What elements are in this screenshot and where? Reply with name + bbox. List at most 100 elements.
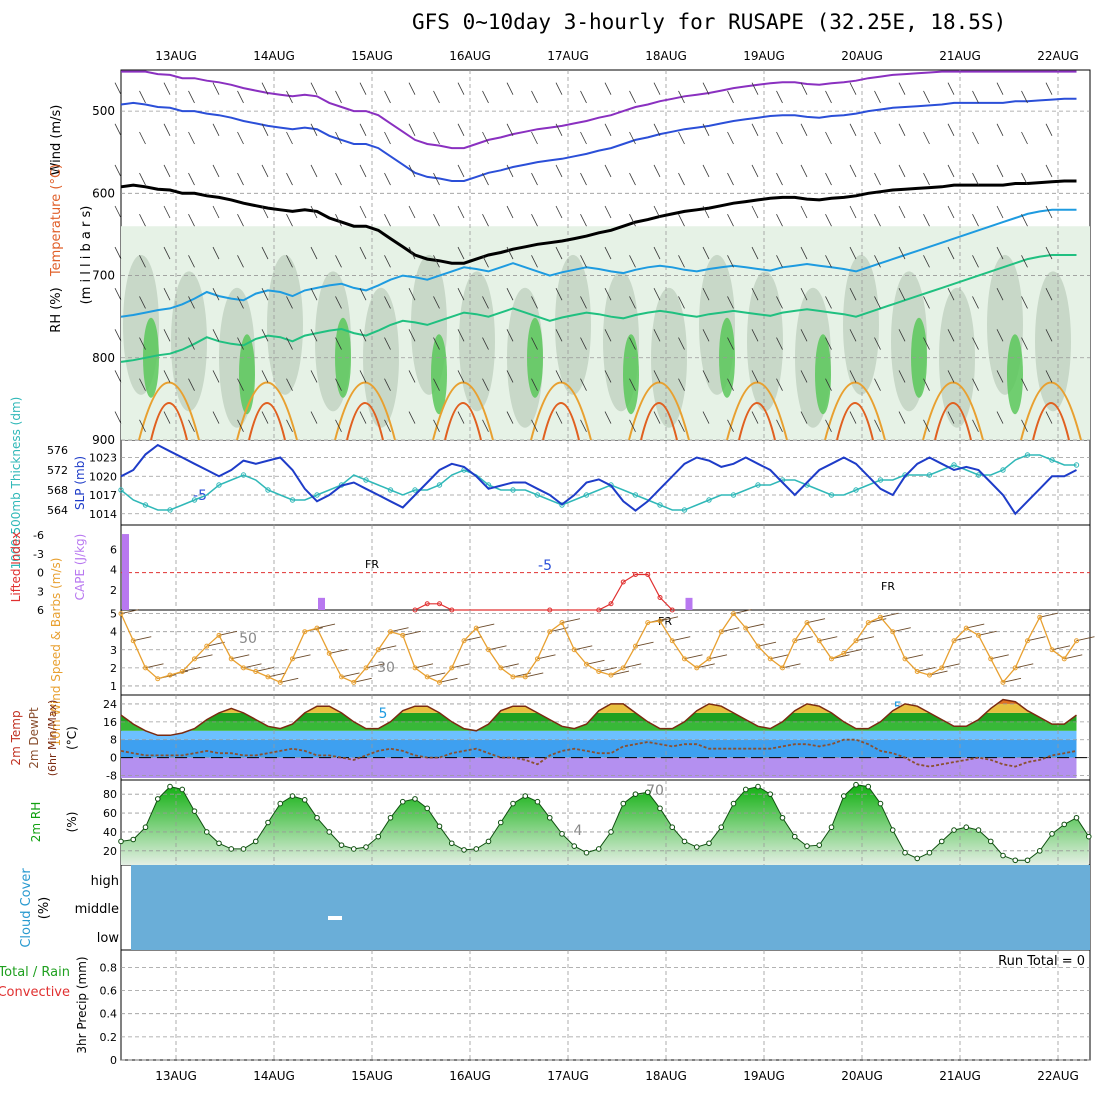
thickness-marker	[142, 502, 149, 508]
wind-barb-staff	[947, 411, 955, 424]
wind-barb	[653, 164, 661, 178]
wind-speed-marker	[1000, 679, 1006, 685]
wind-barb-staff	[923, 131, 930, 145]
rh-marker	[240, 846, 247, 852]
wind-barb	[261, 246, 269, 260]
pressure-tick-label: 800	[92, 351, 115, 365]
wind-barb	[1021, 296, 1028, 309]
wind-speed-marker	[584, 661, 589, 667]
wind-barb	[776, 378, 783, 391]
wind-barb	[506, 411, 514, 424]
wind-barb-staff	[678, 131, 685, 145]
wind-barb-staff	[457, 411, 465, 424]
rh-marker	[228, 846, 235, 852]
slp-tick-label: 1020	[89, 470, 117, 483]
wind-barb-staff	[188, 214, 195, 227]
wind-barb-staff	[531, 419, 538, 432]
wind-barb	[825, 172, 832, 186]
wind-barb-staff	[114, 246, 122, 260]
wind-barb-staff	[506, 164, 514, 178]
rh-marker	[167, 783, 173, 790]
wind-barb	[678, 378, 685, 391]
wind-barb	[384, 337, 391, 350]
li-marker	[424, 601, 430, 607]
wind-barb-staff	[825, 255, 832, 268]
wind-barb-staff	[335, 90, 342, 104]
thickness-marker	[853, 487, 859, 493]
wind-barb	[874, 255, 881, 268]
wind-speed-marker	[755, 643, 761, 649]
wind-barb-staff	[604, 411, 612, 424]
wind-barb	[359, 82, 367, 95]
panel-frame-cape	[120, 524, 1091, 611]
temp-contour-warmer	[640, 402, 678, 441]
wind-barb	[506, 205, 514, 219]
rh-marker	[1049, 831, 1055, 837]
rh-marker	[485, 838, 492, 845]
rh-shade-high	[815, 334, 831, 415]
wind-barb-staff	[604, 82, 612, 95]
wind-barb	[580, 214, 587, 227]
wind-barb-staff	[555, 288, 563, 301]
wind-barb	[947, 205, 955, 219]
rh-marker	[142, 824, 149, 831]
wind-barb-staff	[825, 90, 832, 104]
rh-shade-mid	[171, 271, 207, 412]
rh-marker	[779, 814, 786, 821]
wind-barb	[917, 667, 936, 672]
rh-marker	[1000, 852, 1006, 859]
cloud-cover-gap	[328, 916, 342, 920]
wind-barb	[849, 411, 857, 424]
wind-speed-marker	[706, 656, 712, 662]
thickness-marker	[1000, 467, 1006, 473]
cape-bar	[685, 597, 693, 610]
wind-barb-staff	[996, 288, 1004, 301]
dewpoint-line	[120, 738, 1077, 768]
temp-band	[121, 730, 1077, 740]
li-marker	[449, 607, 455, 613]
wind-barb	[139, 378, 146, 391]
wind-barb	[972, 90, 979, 104]
rh-marker	[1061, 821, 1068, 828]
wind-barb	[353, 677, 372, 683]
wind-barb	[145, 663, 164, 669]
date-label-bottom: 20AUG	[841, 1069, 883, 1083]
wind-barb	[653, 205, 661, 219]
temp2m-axis-label: 2m Temp	[9, 710, 23, 765]
wind-speed-marker	[633, 643, 638, 649]
wind-barb-staff	[506, 246, 514, 260]
wind-barb-staff	[776, 378, 783, 391]
rh-marker	[473, 846, 480, 852]
wind-barb	[953, 636, 973, 642]
wind-barb-staff	[678, 337, 685, 350]
wind-barb-staff	[727, 255, 734, 268]
wind-barb-staff	[433, 214, 440, 227]
wind-barb	[531, 337, 538, 350]
wind-barb-staff	[996, 411, 1004, 424]
wind-barb	[972, 378, 979, 391]
thickness-marker	[583, 492, 590, 498]
rh-marker	[681, 838, 688, 845]
wind-barb-staff	[433, 90, 440, 104]
rh-marker	[657, 805, 663, 812]
wind-barb	[286, 90, 293, 104]
slp-axis-label: SLP (mb)	[73, 456, 87, 510]
wind-barb	[531, 172, 538, 186]
wind-barb	[310, 82, 318, 95]
wind-barb-staff	[506, 205, 514, 219]
wind-barb-staff	[947, 82, 955, 95]
wind-barb	[555, 329, 563, 342]
wind-speed-marker	[927, 672, 932, 678]
thickness-marker	[1024, 452, 1031, 458]
wind-barb-staff	[898, 370, 906, 383]
wind-barb	[163, 288, 171, 301]
wind-barb-staff	[653, 288, 661, 301]
wind-speed-marker	[657, 618, 663, 624]
wind-barb-staff	[114, 370, 122, 383]
wind-barb	[776, 337, 783, 350]
wind-barb	[506, 82, 514, 95]
wind-speed-marker	[424, 674, 430, 680]
wind-barb	[629, 337, 636, 350]
wind-barb	[1076, 636, 1095, 642]
wind-barb-staff	[751, 205, 759, 219]
